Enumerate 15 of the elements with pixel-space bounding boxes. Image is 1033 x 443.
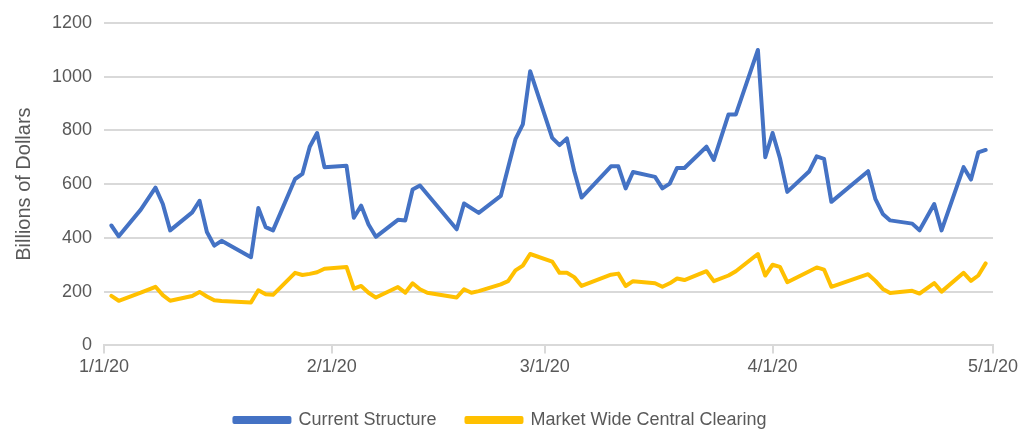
y-tick-label: 800 xyxy=(62,119,93,140)
y-tick-label: 200 xyxy=(62,280,93,301)
x-tick-label: 4/1/20 xyxy=(747,356,798,377)
x-tick-label: 1/1/20 xyxy=(79,356,130,377)
y-tick-label: 1000 xyxy=(52,65,93,86)
legend-label: Market Wide Central Clearing xyxy=(530,408,767,429)
y-tick-label: 400 xyxy=(62,226,93,247)
x-tick-label: 2/1/20 xyxy=(306,356,357,377)
y-tick-label: 0 xyxy=(82,334,93,355)
y-axis-title: Billions of Dollars xyxy=(11,107,34,261)
x-tick-label: 5/1/20 xyxy=(967,356,1019,377)
y-tick-label: 1200 xyxy=(52,11,93,32)
legend-label: Current Structure xyxy=(298,408,437,429)
x-tick-label: 3/1/20 xyxy=(519,356,570,377)
y-tick-label: 600 xyxy=(62,173,93,194)
